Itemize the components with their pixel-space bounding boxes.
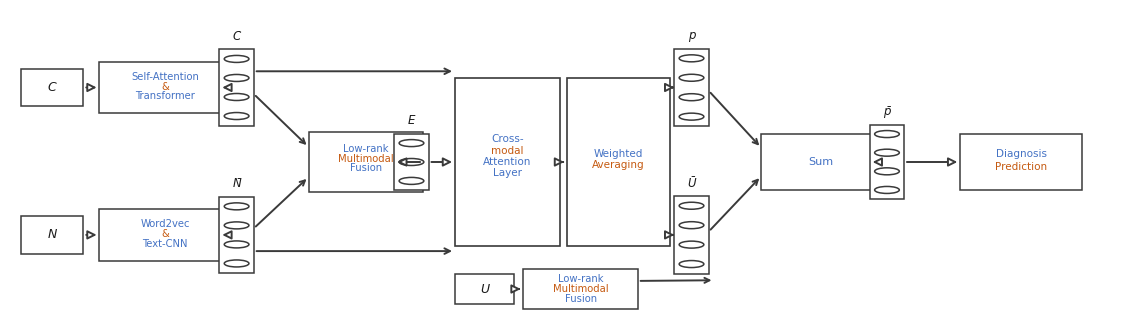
Text: Layer: Layer	[493, 168, 522, 178]
Text: Text-CNN: Text-CNN	[143, 239, 187, 249]
Text: Cross-: Cross-	[491, 134, 523, 144]
Circle shape	[399, 140, 424, 146]
Bar	[219, 197, 254, 273]
Circle shape	[224, 55, 249, 63]
Circle shape	[224, 203, 249, 210]
Bar	[394, 134, 429, 191]
Circle shape	[224, 94, 249, 100]
Bar	[674, 196, 709, 274]
Bar	[567, 78, 670, 246]
Bar	[99, 209, 231, 261]
Text: Low-rank: Low-rank	[558, 274, 604, 284]
Text: Attention: Attention	[483, 157, 531, 167]
Bar	[674, 49, 709, 126]
Bar	[455, 274, 514, 304]
Text: N̄: N̄	[232, 177, 241, 191]
Text: Weighted: Weighted	[593, 149, 644, 159]
Text: E: E	[408, 114, 415, 127]
Text: U: U	[480, 283, 489, 295]
Bar	[761, 134, 881, 191]
Text: Word2vec: Word2vec	[141, 219, 190, 229]
Text: Multimodal: Multimodal	[553, 284, 608, 294]
Text: Ū: Ū	[687, 177, 696, 190]
Circle shape	[399, 178, 424, 184]
Text: Averaging: Averaging	[592, 160, 645, 170]
Text: N: N	[47, 228, 57, 241]
Circle shape	[679, 202, 704, 209]
Bar	[99, 62, 231, 113]
Circle shape	[679, 55, 704, 62]
Circle shape	[874, 131, 900, 138]
Bar	[21, 69, 83, 106]
Text: Self-Attention: Self-Attention	[131, 72, 199, 82]
Circle shape	[224, 75, 249, 81]
Circle shape	[874, 149, 900, 156]
Circle shape	[224, 260, 249, 267]
Bar	[219, 49, 254, 125]
Circle shape	[874, 186, 900, 193]
Bar	[455, 78, 560, 246]
Text: p̄: p̄	[884, 105, 890, 118]
Text: Fusion: Fusion	[350, 164, 382, 173]
Circle shape	[679, 74, 704, 81]
Text: &: &	[161, 82, 169, 91]
Circle shape	[224, 222, 249, 229]
Text: p: p	[688, 29, 695, 42]
Text: Fusion: Fusion	[565, 294, 597, 304]
Circle shape	[679, 241, 704, 248]
Text: &: &	[161, 229, 169, 239]
Text: C: C	[48, 81, 56, 94]
Text: C̄: C̄	[232, 30, 241, 43]
Text: Diagnosis: Diagnosis	[996, 149, 1047, 159]
Text: Low-rank: Low-rank	[343, 144, 389, 154]
Circle shape	[224, 112, 249, 120]
Text: Prediction: Prediction	[996, 162, 1047, 172]
Circle shape	[679, 260, 704, 268]
Circle shape	[679, 113, 704, 120]
Circle shape	[874, 168, 900, 175]
Text: Transformer: Transformer	[135, 91, 195, 101]
Text: Multimodal: Multimodal	[338, 154, 393, 164]
Bar	[870, 125, 904, 199]
Text: Sum: Sum	[809, 157, 833, 167]
Circle shape	[679, 94, 704, 101]
Bar	[523, 269, 638, 309]
Bar	[309, 132, 423, 192]
Bar	[960, 134, 1082, 191]
Bar	[21, 216, 83, 253]
Circle shape	[399, 158, 424, 166]
Circle shape	[224, 241, 249, 248]
Circle shape	[679, 222, 704, 229]
Text: modal: modal	[491, 146, 523, 156]
